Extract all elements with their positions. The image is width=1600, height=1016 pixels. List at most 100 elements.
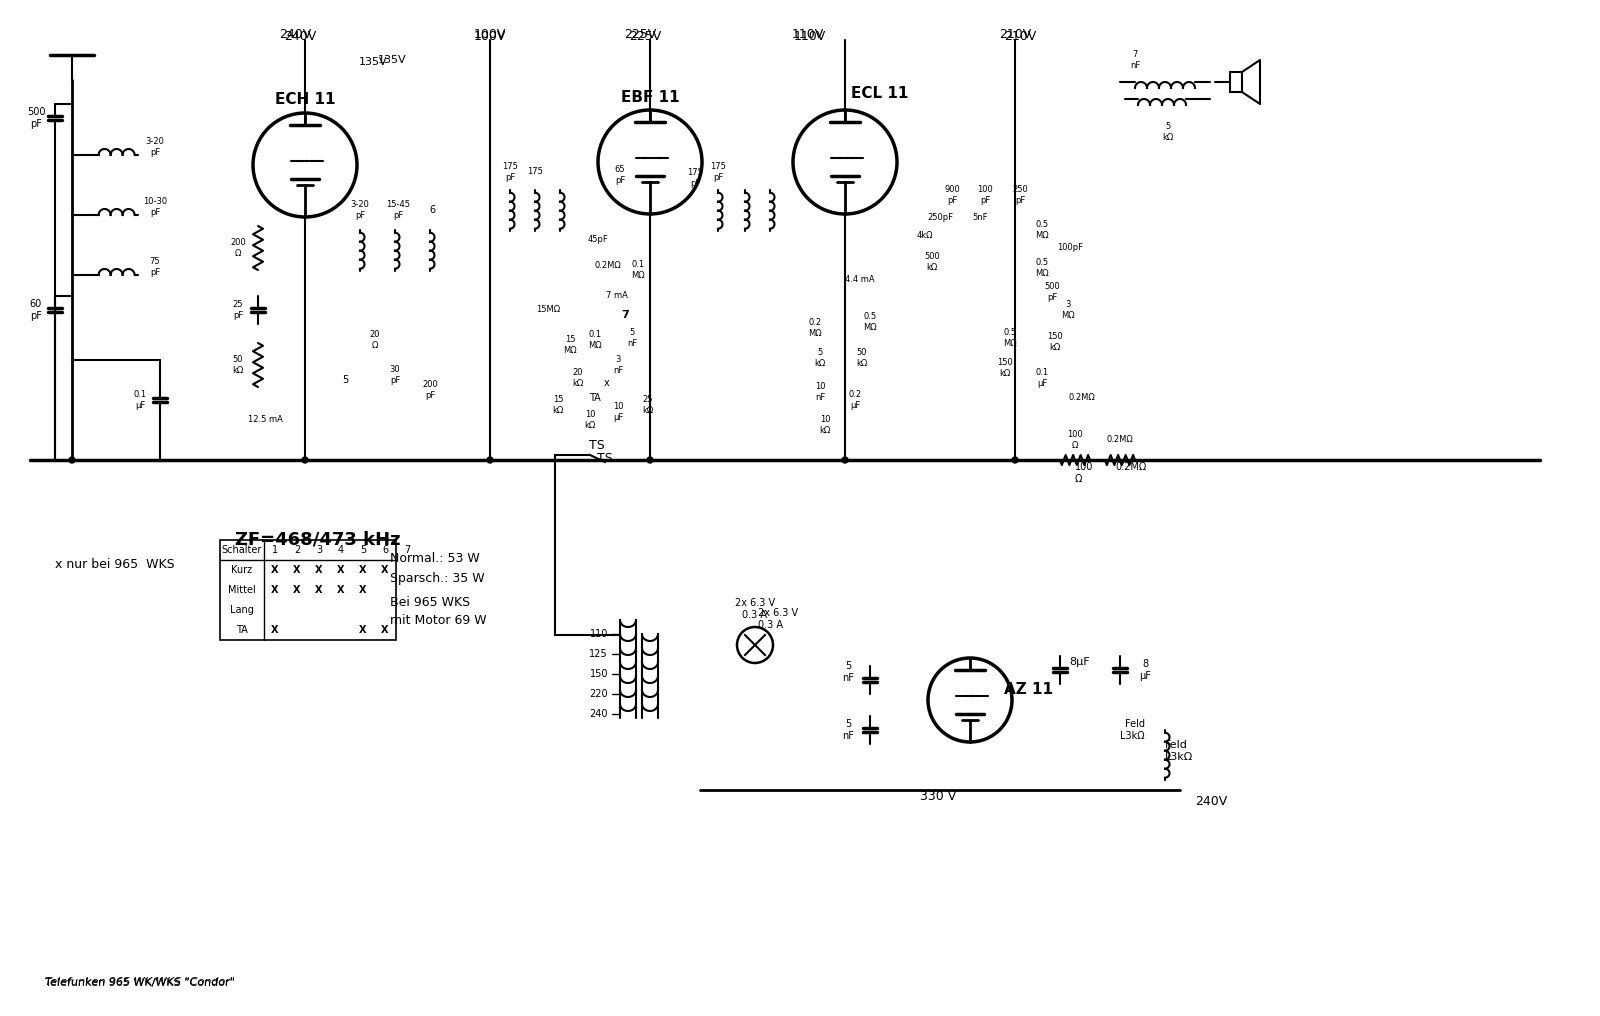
Text: 150
kΩ: 150 kΩ [1046, 332, 1062, 352]
Text: 240V: 240V [278, 28, 310, 42]
Text: 0.1
MΩ: 0.1 MΩ [630, 260, 645, 279]
Text: 6: 6 [429, 205, 435, 215]
Text: X: X [338, 585, 344, 595]
Text: 240V: 240V [1195, 795, 1227, 808]
Text: 1: 1 [272, 545, 278, 555]
Text: 5
nF: 5 nF [627, 328, 637, 347]
Circle shape [486, 457, 493, 463]
Text: 210V: 210V [1003, 30, 1037, 43]
Text: 225V: 225V [629, 30, 661, 43]
Text: 110V: 110V [792, 28, 824, 42]
Text: TS: TS [589, 439, 605, 452]
Text: 175: 175 [526, 168, 542, 177]
Text: 5: 5 [360, 545, 366, 555]
Text: 150: 150 [589, 669, 608, 679]
Text: 5
nF: 5 nF [842, 719, 854, 741]
Text: X: X [381, 625, 389, 635]
Text: 0.2MΩ: 0.2MΩ [1107, 436, 1133, 445]
Text: 225V: 225V [624, 28, 656, 42]
Text: 500
pF: 500 pF [1045, 282, 1059, 302]
Text: 0.1
µF: 0.1 µF [133, 390, 147, 409]
Text: X: X [315, 565, 323, 575]
Text: X: X [293, 585, 301, 595]
Text: 7
nF: 7 nF [1130, 51, 1141, 70]
Text: 10
kΩ: 10 kΩ [584, 410, 595, 430]
Text: X: X [360, 625, 366, 635]
Circle shape [302, 457, 307, 463]
Text: 135V: 135V [358, 57, 387, 67]
Text: 2: 2 [294, 545, 301, 555]
Text: Schalter: Schalter [222, 545, 262, 555]
Text: Lang: Lang [230, 605, 254, 615]
Text: 4: 4 [338, 545, 344, 555]
Text: 0.5
MΩ: 0.5 MΩ [1035, 258, 1050, 277]
Text: EBF 11: EBF 11 [621, 89, 680, 105]
Text: 0.5
MΩ: 0.5 MΩ [1035, 220, 1050, 240]
Text: ECH 11: ECH 11 [275, 92, 336, 108]
Text: 500
kΩ: 500 kΩ [925, 252, 939, 271]
Text: X: X [272, 585, 278, 595]
Text: 220: 220 [589, 689, 608, 699]
Text: 25
pF: 25 pF [232, 301, 243, 320]
Text: Bei 965 WKS: Bei 965 WKS [390, 596, 470, 609]
Text: 10
µF: 10 µF [613, 402, 624, 422]
Text: 250pF: 250pF [926, 213, 954, 223]
Text: 200
pF: 200 pF [422, 380, 438, 399]
Text: 7 mA: 7 mA [606, 291, 627, 300]
Text: 5
kΩ: 5 kΩ [1162, 122, 1174, 141]
Text: 20
Ω: 20 Ω [370, 330, 381, 350]
Text: 0.2
MΩ: 0.2 MΩ [808, 318, 822, 337]
Text: 10
kΩ: 10 kΩ [819, 416, 830, 435]
Text: 175
pF: 175 pF [502, 163, 518, 182]
Text: 200
Ω: 200 Ω [230, 239, 246, 258]
Text: 2x 6.3 V
0.3 A: 2x 6.3 V 0.3 A [734, 598, 774, 620]
Text: 7: 7 [403, 545, 410, 555]
Text: TS: TS [597, 452, 613, 465]
Text: 100V: 100V [474, 30, 506, 43]
Text: 3-20
pF: 3-20 pF [146, 137, 165, 156]
Text: Normal.: 53 W: Normal.: 53 W [390, 552, 480, 565]
Text: X: X [338, 565, 344, 575]
Text: 0.2
µF: 0.2 µF [848, 390, 861, 409]
Text: 5: 5 [342, 375, 349, 385]
Text: 8
µF: 8 µF [1139, 659, 1150, 681]
Text: 500
pF: 500 pF [27, 108, 45, 129]
Text: X: X [293, 565, 301, 575]
Text: 150
kΩ: 150 kΩ [997, 359, 1013, 378]
Text: 3
nF: 3 nF [613, 356, 622, 375]
Text: 45pF: 45pF [587, 236, 608, 245]
Text: 0.2MΩ: 0.2MΩ [1115, 462, 1146, 472]
Text: 12.5 mA: 12.5 mA [248, 416, 283, 425]
Text: Sparsch.: 35 W: Sparsch.: 35 W [390, 572, 485, 585]
Text: 240V: 240V [283, 30, 317, 43]
Text: 100
pF: 100 pF [978, 185, 994, 204]
Text: TA: TA [589, 393, 602, 403]
Text: 20
kΩ: 20 kΩ [573, 368, 584, 388]
Text: 5nF: 5nF [973, 213, 987, 223]
Text: 330 V: 330 V [920, 790, 957, 803]
Text: 0.5
MΩ: 0.5 MΩ [862, 312, 877, 331]
Text: Mittel: Mittel [229, 585, 256, 595]
Text: 3
MΩ: 3 MΩ [1061, 301, 1075, 320]
Text: 3-20
pF: 3-20 pF [350, 200, 370, 219]
Text: 175
pF: 175 pF [710, 163, 726, 182]
Text: 15
kΩ: 15 kΩ [552, 395, 563, 415]
Text: X: X [381, 565, 389, 575]
Text: X: X [360, 585, 366, 595]
Text: X: X [360, 565, 366, 575]
Circle shape [842, 457, 848, 463]
Text: 0.5
MΩ: 0.5 MΩ [1003, 328, 1018, 347]
Text: 7: 7 [621, 310, 629, 320]
Text: Telefunken 965 WK/WKS "Condor": Telefunken 965 WK/WKS "Condor" [45, 978, 235, 988]
Text: 250
pF: 250 pF [1013, 185, 1027, 204]
Text: 900
pF: 900 pF [944, 185, 960, 204]
Text: 5
kΩ: 5 kΩ [814, 348, 826, 368]
Text: X: X [315, 585, 323, 595]
Text: 65
pF: 65 pF [614, 166, 626, 185]
Text: Kurz: Kurz [232, 565, 253, 575]
Text: X: X [272, 625, 278, 635]
Text: 135V: 135V [378, 55, 406, 65]
Text: 2x 6.3 V
0.3 A: 2x 6.3 V 0.3 A [758, 608, 798, 630]
Text: AZ 11: AZ 11 [1003, 683, 1053, 698]
Circle shape [1013, 457, 1018, 463]
